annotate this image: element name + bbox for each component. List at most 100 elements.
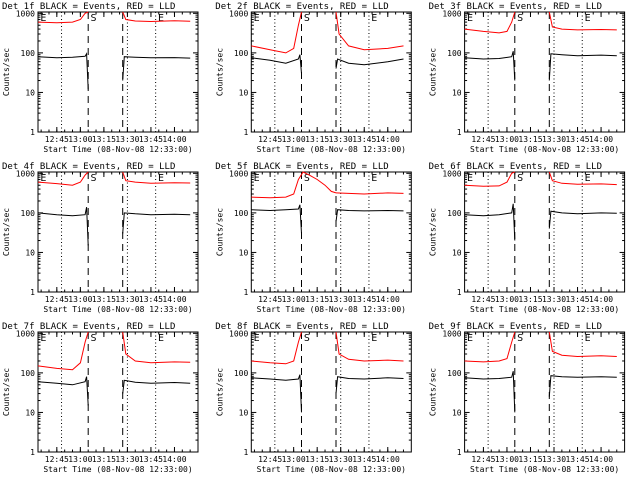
- y-axis-label: Counts/sec: [215, 368, 224, 416]
- y-tick-label: 10: [452, 408, 462, 417]
- x-tick-label: 13:00: [495, 295, 519, 304]
- x-tick-label: 14:00: [376, 295, 400, 304]
- chart-panel: Det 5f BLACK = Events, RED = LLD 1 10 100 10…: [215, 162, 412, 314]
- x-tick-label: 13:15: [305, 135, 329, 144]
- y-tick-label: 10: [25, 248, 35, 257]
- x-tick-label: 13:30: [329, 135, 353, 144]
- y-tick-label: 1000: [229, 169, 248, 178]
- plot-frame: [250, 11, 412, 133]
- region-marker: E: [40, 173, 46, 184]
- lld-series-line: [37, 171, 89, 186]
- x-tick-label: 13:30: [542, 455, 566, 464]
- region-marker: E: [158, 13, 164, 24]
- y-tick-label: 100: [21, 209, 36, 218]
- y-tick-label: 100: [447, 209, 462, 218]
- chart-panel: Det 9f BLACK = Events, RED = LLD 1 10 100 10…: [429, 322, 626, 474]
- region-marker: S: [517, 13, 523, 24]
- plot-frame: [250, 171, 412, 293]
- region-marker: S: [91, 173, 97, 184]
- chart-panel: Det 6f BLACK = Events, RED = LLD 1 10 100 10…: [429, 162, 626, 314]
- x-tick-label: 14:00: [376, 135, 400, 144]
- x-tick-label: 14:00: [162, 295, 186, 304]
- x-tick-label: 13:45: [139, 295, 163, 304]
- plot-frame: [37, 331, 199, 453]
- lld-series-line: [251, 11, 302, 54]
- x-tick-label: 14:00: [589, 135, 613, 144]
- chart-panel: Det 1f BLACK = Events, RED = LLD 1 10 100 10…: [2, 2, 199, 154]
- y-tick-label: 1000: [442, 329, 461, 338]
- x-axis-label: Start Time (08-Nov-08 12:33:00): [43, 305, 192, 314]
- region-marker: E: [371, 13, 377, 24]
- plot-frame: [464, 331, 626, 453]
- lld-series-line: [37, 331, 89, 371]
- y-tick-label: 10: [452, 248, 462, 257]
- events-series-line: [548, 375, 617, 397]
- x-axis-label: Start Time (08-Nov-08 12:33:00): [257, 465, 406, 474]
- region-marker: S: [91, 13, 97, 24]
- x-tick-label: 12:45: [258, 135, 282, 144]
- y-tick-label: 10: [452, 88, 462, 97]
- y-tick-label: 1: [457, 448, 462, 457]
- y-tick-label: 10: [239, 88, 249, 97]
- plot-frame: [37, 171, 199, 293]
- y-tick-label: 100: [234, 369, 249, 378]
- events-series-line: [122, 212, 191, 234]
- lld-series-line: [122, 171, 191, 184]
- x-tick-label: 12:45: [45, 135, 69, 144]
- y-axis-label: Counts/sec: [2, 368, 11, 416]
- y-tick-label: 100: [447, 369, 462, 378]
- plot-frame: [464, 171, 626, 293]
- x-tick-label: 13:00: [282, 135, 306, 144]
- y-axis-label: Counts/sec: [429, 368, 438, 416]
- y-tick-label: 100: [234, 49, 249, 58]
- lld-series-line: [464, 11, 516, 34]
- region-marker: E: [158, 173, 164, 184]
- events-series-line: [548, 53, 617, 81]
- x-tick-label: 13:15: [518, 135, 542, 144]
- x-tick-label: 13:45: [352, 295, 376, 304]
- y-axis-label: Counts/sec: [215, 48, 224, 96]
- events-series-line: [335, 58, 404, 69]
- y-tick-label: 1: [30, 288, 35, 297]
- x-tick-label: 13:30: [542, 135, 566, 144]
- x-tick-label: 13:00: [282, 295, 306, 304]
- x-tick-label: 12:45: [258, 455, 282, 464]
- x-tick-label: 13:30: [115, 455, 139, 464]
- chart-panel: Det 4f BLACK = Events, RED = LLD 1 10 100 10…: [2, 162, 199, 314]
- x-tick-label: 12:45: [471, 455, 495, 464]
- region-marker: S: [517, 173, 523, 184]
- x-tick-label: 13:15: [92, 455, 116, 464]
- y-tick-label: 1: [30, 448, 35, 457]
- events-series-line: [548, 210, 617, 229]
- lld-series-line: [464, 331, 516, 363]
- x-tick-label: 13:15: [518, 455, 542, 464]
- x-tick-label: 13:30: [115, 295, 139, 304]
- region-marker: S: [91, 333, 97, 344]
- x-tick-label: 14:00: [376, 455, 400, 464]
- y-tick-label: 10: [239, 408, 249, 417]
- y-tick-label: 100: [21, 369, 36, 378]
- y-tick-label: 10: [25, 408, 35, 417]
- y-tick-label: 1: [243, 448, 248, 457]
- events-series-line: [37, 52, 89, 90]
- x-tick-label: 13:45: [565, 135, 589, 144]
- x-tick-label: 13:00: [68, 135, 92, 144]
- lld-series-line: [37, 11, 89, 24]
- x-tick-label: 13:15: [92, 135, 116, 144]
- x-tick-label: 13:30: [542, 295, 566, 304]
- y-tick-label: 1: [243, 288, 248, 297]
- y-tick-label: 1000: [229, 329, 248, 338]
- x-tick-label: 13:30: [115, 135, 139, 144]
- lld-series-line: [548, 331, 617, 358]
- y-tick-label: 1: [457, 128, 462, 137]
- x-tick-label: 13:00: [495, 135, 519, 144]
- chart-title: Det 7f BLACK = Events, RED = LLD: [2, 322, 175, 332]
- x-tick-label: 14:00: [162, 455, 186, 464]
- events-series-line: [464, 51, 516, 81]
- events-series-line: [251, 54, 302, 74]
- x-tick-label: 14:00: [162, 135, 186, 144]
- region-marker: E: [254, 13, 260, 24]
- events-series-line: [122, 56, 191, 81]
- y-tick-label: 10: [239, 248, 249, 257]
